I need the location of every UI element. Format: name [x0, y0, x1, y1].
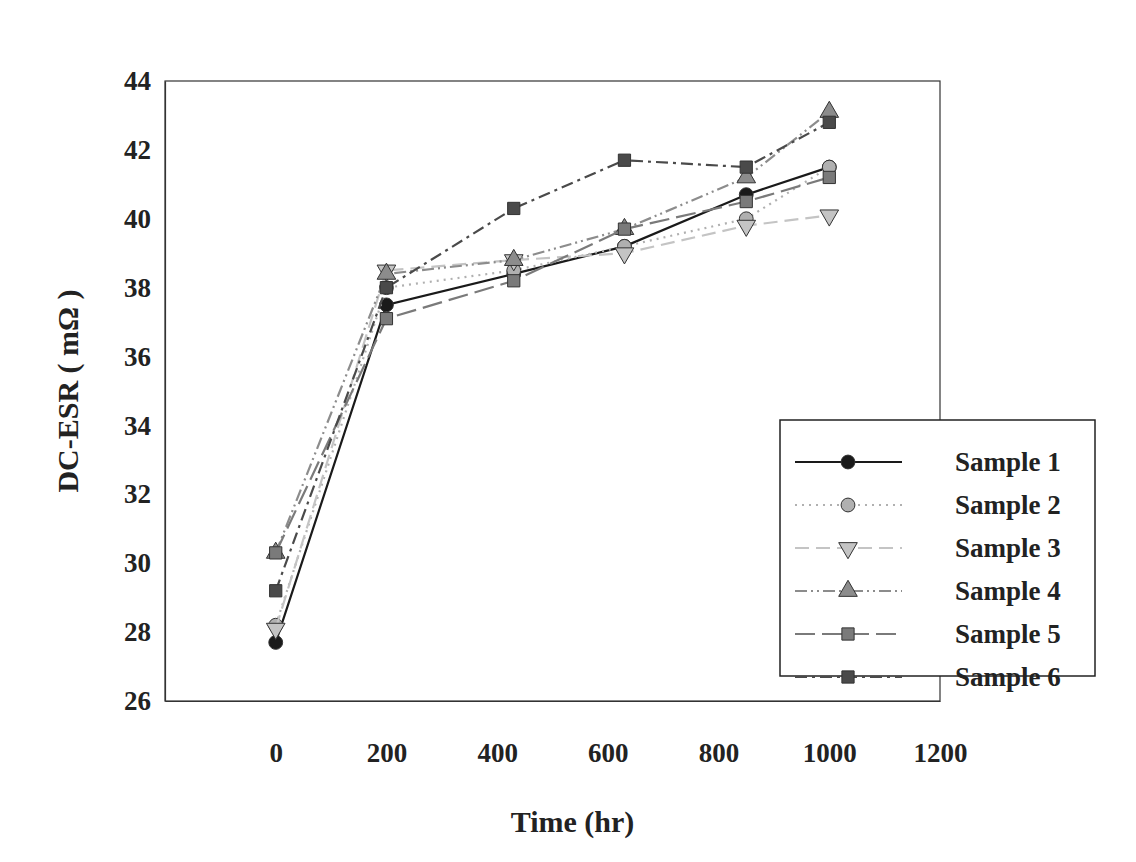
y-axis-line: [165, 82, 166, 702]
y-tick: 30: [124, 548, 165, 578]
x-tick-label: 0: [269, 738, 283, 768]
x-tick-label: 1200: [914, 738, 968, 768]
x-axis-title: Time (hr): [511, 805, 635, 839]
y-tick-label: 36: [124, 342, 151, 372]
legend-item: Sample 3: [795, 533, 1061, 563]
x-tick-label: 200: [367, 738, 408, 768]
x-tick: 1200: [914, 701, 968, 768]
x-tick-label: 400: [477, 738, 517, 768]
legend-item: Sample 1: [795, 447, 1061, 477]
series-marker: [737, 220, 756, 236]
y-tick: 38: [124, 273, 165, 303]
series-marker: [618, 223, 630, 235]
legend-label: Sample 2: [955, 490, 1061, 520]
series-marker: [508, 275, 520, 287]
y-tick: 32: [124, 479, 165, 509]
legend-label: Sample 4: [955, 576, 1061, 606]
y-tick-label: 38: [124, 273, 151, 303]
y-tick-label: 32: [124, 479, 151, 509]
x-tick: 400: [477, 701, 517, 768]
series-marker: [377, 263, 396, 279]
legend: Sample 1 Sample 2 Sample 3 Sample 4 Sample 5…: [780, 420, 1095, 692]
y-tick-label: 40: [124, 204, 151, 234]
series-marker: [504, 249, 523, 265]
series-marker: [508, 202, 520, 214]
legend-label: Sample 3: [955, 533, 1061, 563]
series-line: [276, 122, 830, 590]
series-marker: [615, 218, 634, 234]
series-marker: [823, 171, 835, 183]
legend-marker: [841, 455, 855, 469]
series-marker: [266, 542, 285, 558]
x-tick: 800: [699, 701, 740, 768]
series-marker: [740, 195, 752, 207]
y-tick-label: 30: [124, 548, 151, 578]
series-marker: [380, 282, 392, 294]
series-line: [276, 167, 830, 625]
series-marker: [266, 623, 285, 639]
legend-item: Sample 4: [795, 576, 1061, 606]
x-tick: 0: [269, 701, 283, 768]
legend-label: Sample 6: [955, 662, 1061, 692]
x-tick-label: 600: [588, 738, 629, 768]
series-line: [276, 177, 830, 552]
series-marker: [740, 161, 752, 173]
series-marker: [380, 281, 394, 295]
x-axis-line: [166, 701, 941, 702]
legend-item: Sample 2: [795, 490, 1061, 520]
legend-marker: [842, 671, 854, 683]
series-marker: [618, 154, 630, 166]
legend-label: Sample 5: [955, 619, 1061, 649]
y-tick: 36: [124, 342, 165, 372]
x-tick-label: 800: [699, 738, 740, 768]
series-marker: [820, 210, 839, 226]
legend-marker: [841, 498, 855, 512]
plot-area: [266, 101, 838, 649]
series-marker: [380, 313, 392, 325]
chart: 0 200 400 600 800 1000 1200 26 28 30 32 34 36 38 40 42 4…: [0, 0, 1136, 862]
y-tick-label: 34: [124, 411, 151, 441]
y-axis: 26 28 30 32 34 36 38 40 42 44: [124, 66, 166, 716]
y-tick: 42: [124, 135, 165, 165]
series-marker: [270, 585, 282, 597]
series-marker: [820, 101, 839, 117]
y-tick: 40: [124, 204, 165, 234]
x-tick: 600: [588, 701, 629, 768]
series-line: [276, 167, 830, 642]
series-line: [276, 112, 830, 553]
x-axis: 0 200 400 600 800 1000 1200: [166, 701, 968, 768]
y-tick-label: 28: [124, 617, 151, 647]
y-tick: 26: [124, 686, 165, 716]
series-line: [276, 215, 830, 628]
x-tick: 1000: [803, 701, 857, 768]
legend-item: Sample 6: [795, 662, 1061, 692]
y-axis-title: DC-ESR ( mΩ ): [51, 289, 85, 492]
series-marker: [823, 116, 835, 128]
legend-marker: [839, 543, 858, 559]
y-tick-label: 44: [124, 66, 151, 96]
legend-box: [780, 420, 1095, 676]
legend-item: Sample 5: [795, 619, 1061, 649]
legend-marker: [839, 580, 858, 596]
y-tick: 44: [124, 66, 165, 96]
y-tick: 34: [124, 411, 165, 441]
x-tick-label: 1000: [803, 738, 857, 768]
x-tick: 200: [367, 701, 408, 768]
y-tick-label: 26: [124, 686, 151, 716]
series-marker: [270, 547, 282, 559]
legend-marker: [842, 628, 854, 640]
y-tick: 28: [124, 617, 165, 647]
y-tick-label: 42: [124, 135, 151, 165]
legend-label: Sample 1: [955, 447, 1061, 477]
series-marker: [615, 248, 634, 264]
